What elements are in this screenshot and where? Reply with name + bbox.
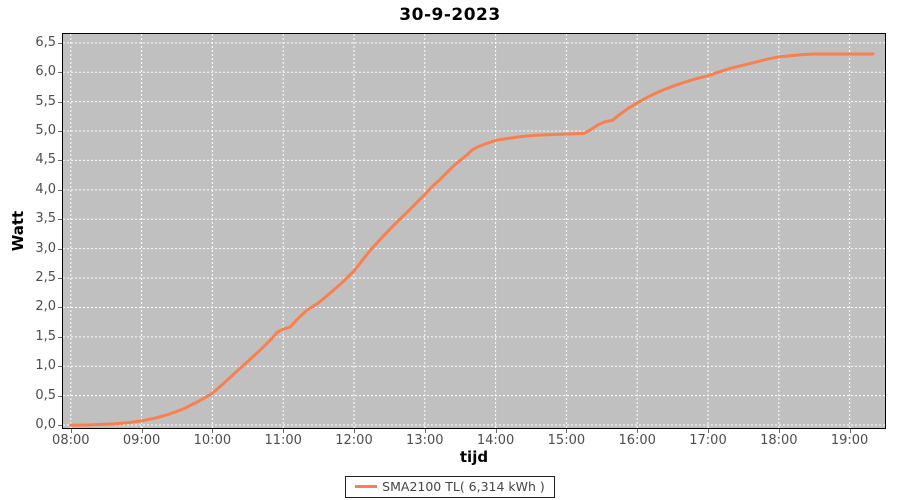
y-tick-label: 5,0 <box>35 123 56 139</box>
x-tick-mark <box>141 429 143 433</box>
legend: SMA2100 TL( 6,314 kWh ) <box>0 476 900 498</box>
x-tick-label: 17:00 <box>689 433 727 448</box>
legend-series-swatch <box>355 485 378 488</box>
x-tick-mark <box>849 429 851 433</box>
y-tick-mark <box>58 336 62 338</box>
y-tick-mark <box>58 131 62 133</box>
y-tick-label: 6,5 <box>35 34 56 50</box>
x-tick-mark <box>353 429 355 433</box>
y-tick-label: 0,5 <box>35 387 56 403</box>
y-tick-mark <box>58 160 62 162</box>
y-tick-label: 2,0 <box>35 299 56 315</box>
chart-canvas <box>63 34 885 428</box>
legend-box: SMA2100 TL( 6,314 kWh ) <box>345 476 555 498</box>
x-tick-label: 11:00 <box>264 433 302 448</box>
x-tick-label: 15:00 <box>547 433 586 448</box>
x-tick-mark <box>778 429 780 433</box>
x-tick-label: 18:00 <box>760 433 798 448</box>
y-tick-label: 1,0 <box>35 358 56 374</box>
x-tick-label: 14:00 <box>476 433 515 448</box>
y-tick-mark <box>58 101 62 103</box>
y-tick-mark <box>58 248 62 250</box>
x-tick-mark <box>212 429 214 433</box>
x-tick-mark <box>283 429 285 433</box>
x-tick-label: 08:00 <box>52 433 90 448</box>
y-tick-mark <box>58 219 62 221</box>
y-tick-mark <box>58 425 62 427</box>
x-tick-mark <box>70 429 72 433</box>
x-tick-mark <box>566 429 568 433</box>
y-tick-mark <box>58 366 62 368</box>
y-tick-label: 6,0 <box>35 64 56 80</box>
x-tick-mark <box>707 429 709 433</box>
x-axis-title: tijd <box>459 448 489 466</box>
x-tick-mark <box>495 429 497 433</box>
y-tick-mark <box>58 278 62 280</box>
x-tick-mark <box>424 429 426 433</box>
y-tick-label: 5,5 <box>35 93 56 109</box>
chart-title: 30-9-2023 <box>399 5 501 25</box>
y-tick-label: 3,5 <box>35 211 56 227</box>
y-tick-label: 1,5 <box>35 328 56 344</box>
y-tick-mark <box>58 307 62 309</box>
legend-series-label: SMA2100 TL( 6,314 kWh ) <box>382 479 545 494</box>
x-tick-label: 13:00 <box>406 433 444 448</box>
x-tick-label: 10:00 <box>193 433 232 448</box>
x-tick-label: 09:00 <box>122 433 161 448</box>
y-tick-label: 4,0 <box>35 181 56 197</box>
x-tick-label: 19:00 <box>830 433 869 448</box>
series-line <box>69 52 875 427</box>
y-tick-mark <box>58 42 62 44</box>
x-tick-label: 16:00 <box>618 433 656 448</box>
y-tick-label: 3,0 <box>35 240 56 256</box>
x-tick-label: 12:00 <box>335 433 373 448</box>
y-tick-mark <box>58 72 62 74</box>
y-tick-mark <box>58 395 62 397</box>
y-tick-label: 4,5 <box>35 152 56 168</box>
y-tick-label: 0,0 <box>35 417 56 433</box>
plot-area <box>62 33 886 429</box>
x-tick-mark <box>637 429 639 433</box>
y-tick-mark <box>58 189 62 191</box>
y-tick-label: 2,5 <box>35 270 56 286</box>
